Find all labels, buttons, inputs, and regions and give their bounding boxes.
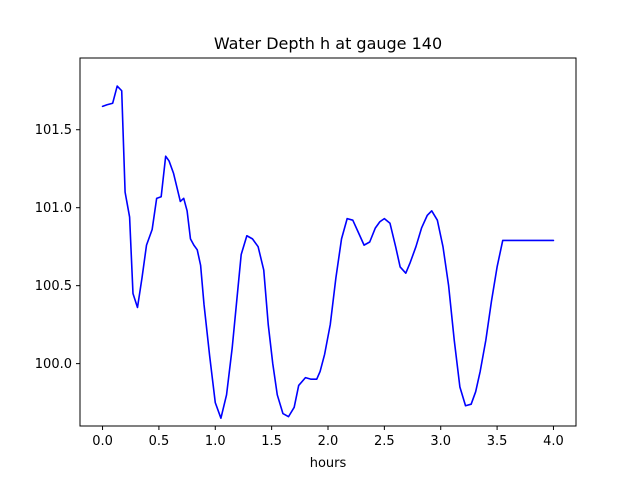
x-tick-label: 1.0 [205, 434, 226, 449]
y-tick-label: 101.0 [35, 201, 72, 216]
series-line-0 [101, 85, 555, 419]
x-tick-label: 2.0 [318, 434, 339, 449]
x-tick-label: 1.5 [261, 434, 282, 449]
y-tick-label: 100.0 [35, 357, 72, 372]
y-tick-label: 101.5 [35, 123, 72, 138]
chart-title: Water Depth h at gauge 140 [214, 34, 442, 53]
x-axis-label: hours [310, 456, 347, 471]
x-tick-label: 4.0 [543, 434, 564, 449]
y-tick-label: 100.5 [35, 279, 72, 294]
x-tick-label: 3.0 [430, 434, 451, 449]
x-tick-label: 0.0 [92, 434, 113, 449]
x-tick-label: 3.5 [487, 434, 508, 449]
x-tick-label: 0.5 [149, 434, 170, 449]
x-tick-label: 2.5 [374, 434, 395, 449]
plot-area: 0.0 0.5 1.0 1.5 2.0 2.5 3.0 3.5 4.0 100.0 100.5 101… [35, 57, 577, 449]
